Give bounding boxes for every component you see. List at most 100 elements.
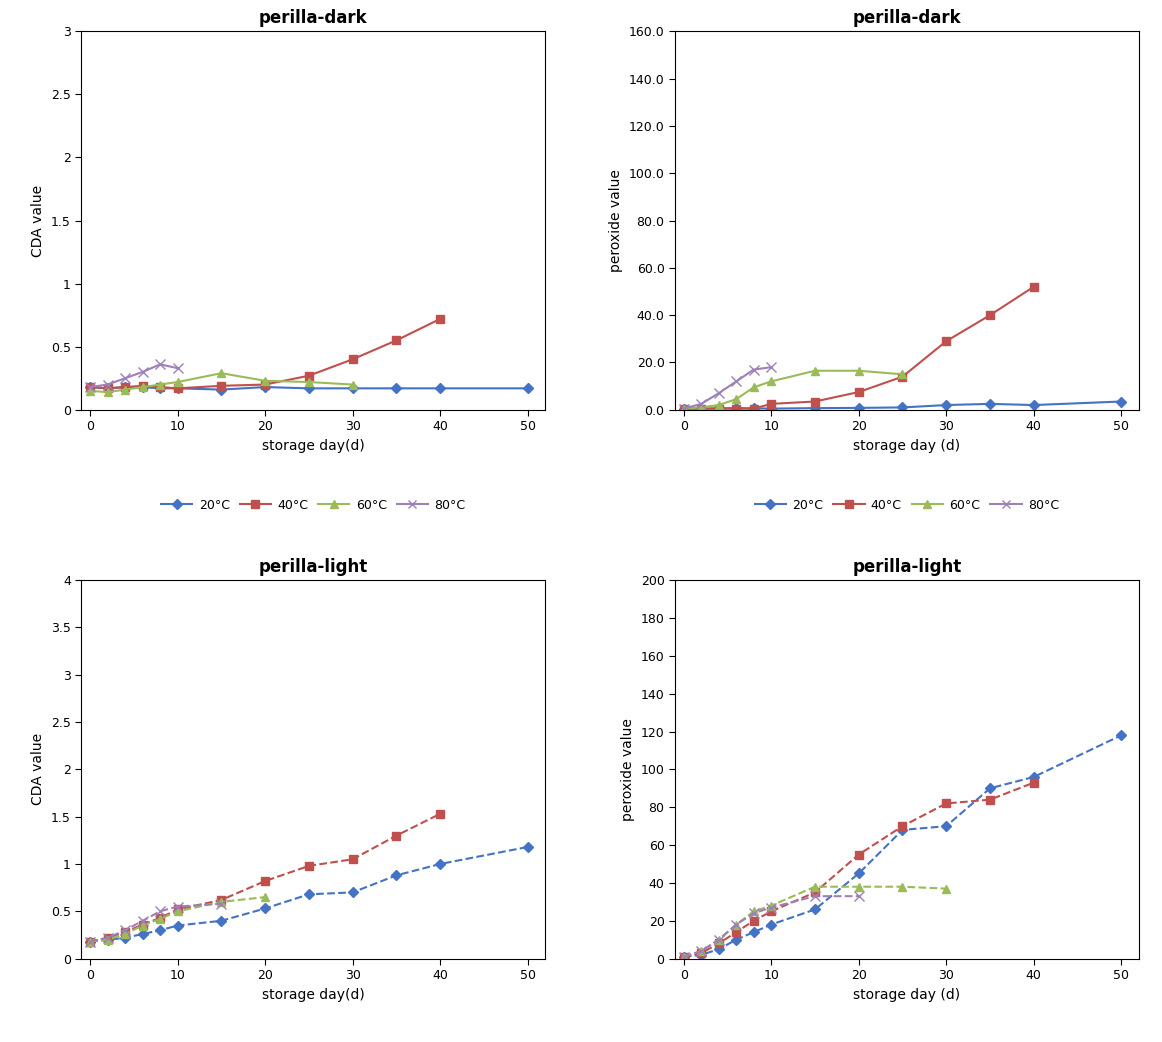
40°C bbox=[258, 378, 272, 391]
20°C bbox=[433, 858, 447, 870]
40°C bbox=[694, 947, 708, 960]
20°C bbox=[1114, 395, 1128, 407]
80°C bbox=[119, 924, 132, 937]
60°C bbox=[852, 365, 866, 377]
20°C bbox=[153, 382, 167, 395]
60°C bbox=[765, 375, 779, 388]
Line: 80°C: 80°C bbox=[679, 891, 863, 962]
40°C bbox=[302, 860, 316, 872]
80°C bbox=[101, 378, 115, 391]
20°C bbox=[747, 926, 761, 939]
Legend: 20°C, 40°C, 60°C, 80°C: 20°C, 40°C, 60°C, 80°C bbox=[755, 499, 1059, 513]
60°C bbox=[153, 378, 167, 391]
20°C bbox=[765, 918, 779, 931]
40°C bbox=[84, 380, 98, 393]
60°C bbox=[676, 950, 690, 963]
20°C bbox=[712, 943, 726, 956]
20°C bbox=[694, 402, 708, 415]
40°C bbox=[258, 875, 272, 888]
60°C bbox=[730, 918, 744, 931]
20°C bbox=[896, 823, 910, 836]
40°C bbox=[84, 936, 98, 948]
60°C bbox=[747, 381, 761, 394]
40°C bbox=[730, 402, 744, 415]
X-axis label: storage day (d): storage day (d) bbox=[853, 988, 961, 1001]
80°C bbox=[747, 907, 761, 919]
40°C bbox=[939, 797, 953, 810]
60°C bbox=[136, 380, 150, 393]
Line: 80°C: 80°C bbox=[679, 363, 776, 414]
60°C bbox=[676, 402, 690, 415]
40°C bbox=[214, 894, 228, 907]
20°C bbox=[1027, 399, 1041, 412]
20°C bbox=[676, 950, 690, 963]
40°C bbox=[808, 886, 822, 898]
Line: 20°C: 20°C bbox=[87, 844, 531, 945]
20°C bbox=[694, 948, 708, 961]
Line: 60°C: 60°C bbox=[680, 367, 906, 413]
40°C bbox=[712, 402, 726, 415]
60°C bbox=[712, 934, 726, 946]
60°C bbox=[712, 399, 726, 412]
40°C bbox=[852, 848, 866, 861]
40°C bbox=[214, 379, 228, 392]
20°C bbox=[389, 869, 403, 882]
Line: 20°C: 20°C bbox=[87, 383, 531, 393]
X-axis label: storage day (d): storage day (d) bbox=[853, 439, 961, 453]
80°C bbox=[153, 358, 167, 371]
60°C bbox=[939, 883, 953, 895]
40°C bbox=[983, 308, 997, 321]
Legend: 20°C, 40°C, 60°C, 80°C: 20°C, 40°C, 60°C, 80°C bbox=[162, 499, 465, 513]
Title: perilla-dark: perilla-dark bbox=[259, 9, 367, 27]
Line: 20°C: 20°C bbox=[680, 398, 1125, 412]
40°C bbox=[852, 386, 866, 398]
20°C bbox=[521, 841, 535, 853]
20°C bbox=[896, 401, 910, 414]
20°C bbox=[84, 380, 98, 393]
Line: 40°C: 40°C bbox=[680, 282, 1038, 413]
80°C bbox=[694, 945, 708, 958]
Line: 80°C: 80°C bbox=[85, 359, 182, 392]
20°C bbox=[852, 867, 866, 879]
20°C bbox=[214, 383, 228, 396]
80°C bbox=[84, 936, 98, 948]
40°C bbox=[896, 370, 910, 382]
20°C bbox=[730, 934, 744, 946]
60°C bbox=[214, 896, 228, 909]
20°C bbox=[765, 402, 779, 415]
60°C bbox=[101, 934, 115, 946]
40°C bbox=[389, 334, 403, 347]
20°C bbox=[712, 402, 726, 415]
60°C bbox=[84, 936, 98, 948]
20°C bbox=[1027, 771, 1041, 784]
40°C bbox=[433, 808, 447, 820]
60°C bbox=[808, 365, 822, 377]
20°C bbox=[852, 401, 866, 414]
80°C bbox=[84, 380, 98, 393]
20°C bbox=[939, 820, 953, 833]
20°C bbox=[939, 399, 953, 412]
20°C bbox=[258, 380, 272, 393]
80°C bbox=[136, 915, 150, 927]
Line: 40°C: 40°C bbox=[86, 810, 444, 946]
20°C bbox=[1114, 729, 1128, 742]
60°C bbox=[84, 384, 98, 397]
40°C bbox=[119, 380, 132, 393]
40°C bbox=[1027, 280, 1041, 293]
80°C bbox=[808, 890, 822, 902]
20°C bbox=[119, 932, 132, 944]
Title: perilla-light: perilla-light bbox=[259, 557, 368, 576]
20°C bbox=[302, 888, 316, 900]
40°C bbox=[136, 379, 150, 392]
40°C bbox=[153, 380, 167, 393]
40°C bbox=[896, 820, 910, 833]
40°C bbox=[747, 915, 761, 927]
40°C bbox=[765, 905, 779, 918]
Line: 80°C: 80°C bbox=[85, 899, 227, 946]
Y-axis label: CDA value: CDA value bbox=[31, 184, 45, 256]
20°C bbox=[84, 936, 98, 948]
20°C bbox=[345, 382, 359, 395]
Y-axis label: CDA value: CDA value bbox=[31, 734, 45, 805]
60°C bbox=[808, 880, 822, 893]
40°C bbox=[983, 793, 997, 805]
